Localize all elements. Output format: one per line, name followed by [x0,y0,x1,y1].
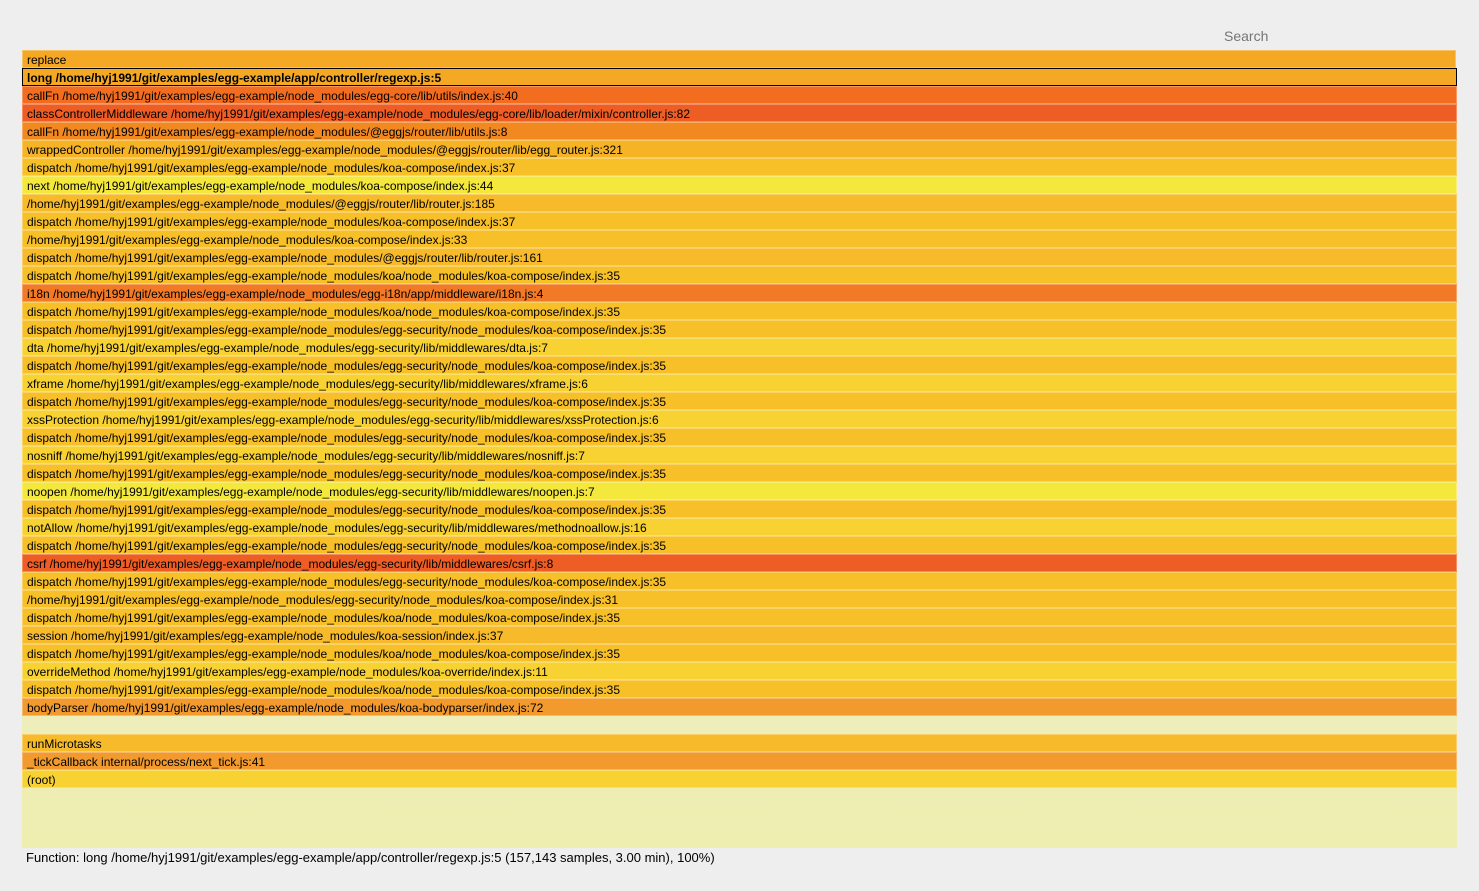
flame-frame[interactable]: /home/hyj1991/git/examples/egg-example/n… [22,194,1457,212]
flame-frame[interactable]: dispatch /home/hyj1991/git/examples/egg-… [22,500,1457,518]
flame-frame[interactable]: dispatch /home/hyj1991/git/examples/egg-… [22,320,1457,338]
flame-frame[interactable]: dispatch /home/hyj1991/git/examples/egg-… [22,608,1457,626]
flame-frame[interactable]: callFn /home/hyj1991/git/examples/egg-ex… [22,86,1457,104]
flame-frame[interactable]: dispatch /home/hyj1991/git/examples/egg-… [22,680,1457,698]
flame-frame[interactable]: dispatch /home/hyj1991/git/examples/egg-… [22,266,1457,284]
flame-frame[interactable]: (root) [22,770,1457,788]
flame-frame[interactable]: wrappedController /home/hyj1991/git/exam… [22,140,1457,158]
flame-frame[interactable]: next /home/hyj1991/git/examples/egg-exam… [22,176,1457,194]
flame-frame[interactable]: dispatch /home/hyj1991/git/examples/egg-… [22,302,1457,320]
flame-frame[interactable]: dispatch /home/hyj1991/git/examples/egg-… [22,392,1457,410]
flame-frame[interactable]: dispatch /home/hyj1991/git/examples/egg-… [22,212,1457,230]
flame-frame[interactable]: classControllerMiddleware /home/hyj1991/… [22,104,1457,122]
flame-frame[interactable]: dispatch /home/hyj1991/git/examples/egg-… [22,158,1457,176]
flame-frame[interactable]: session /home/hyj1991/git/examples/egg-e… [22,626,1457,644]
flame-frame[interactable]: dispatch /home/hyj1991/git/examples/egg-… [22,572,1457,590]
flame-frame[interactable]: xframe /home/hyj1991/git/examples/egg-ex… [22,374,1457,392]
flame-frame[interactable]: xssProtection /home/hyj1991/git/examples… [22,410,1457,428]
flame-frame[interactable]: bodyParser /home/hyj1991/git/examples/eg… [22,698,1457,716]
flame-frame[interactable]: noopen /home/hyj1991/git/examples/egg-ex… [22,482,1457,500]
flame-frame[interactable]: /home/hyj1991/git/examples/egg-example/n… [22,590,1457,608]
flame-frame[interactable]: overrideMethod /home/hyj1991/git/example… [22,662,1457,680]
flame-frame[interactable]: dta /home/hyj1991/git/examples/egg-examp… [22,338,1457,356]
flame-frame[interactable]: dispatch /home/hyj1991/git/examples/egg-… [22,464,1457,482]
flame-gap [22,716,1457,734]
flame-frame[interactable]: dispatch /home/hyj1991/git/examples/egg-… [22,356,1457,374]
flame-frame[interactable]: dispatch /home/hyj1991/git/examples/egg-… [22,428,1457,446]
flame-frame[interactable]: i18n /home/hyj1991/git/examples/egg-exam… [22,284,1457,302]
flame-frame[interactable]: replace [22,50,1456,68]
flame-frame[interactable]: dispatch /home/hyj1991/git/examples/egg-… [22,644,1457,662]
flame-frame[interactable]: nosniff /home/hyj1991/git/examples/egg-e… [22,446,1457,464]
flame-frame[interactable]: notAllow /home/hyj1991/git/examples/egg-… [22,518,1457,536]
flamegraph-area: replacelong /home/hyj1991/git/examples/e… [22,50,1457,848]
flame-frame[interactable]: _tickCallback internal/process/next_tick… [22,752,1457,770]
flame-frame[interactable]: csrf /home/hyj1991/git/examples/egg-exam… [22,554,1457,572]
flame-frame[interactable]: /home/hyj1991/git/examples/egg-example/n… [22,230,1457,248]
flame-frame[interactable]: runMicrotasks [22,734,1457,752]
flame-frame[interactable]: dispatch /home/hyj1991/git/examples/egg-… [22,248,1457,266]
search-input[interactable] [1224,28,1324,44]
flame-frame[interactable]: callFn /home/hyj1991/git/examples/egg-ex… [22,122,1457,140]
flame-frame[interactable]: long /home/hyj1991/git/examples/egg-exam… [22,68,1457,86]
status-bar: Function: long /home/hyj1991/git/example… [22,846,1457,869]
flame-frame[interactable]: dispatch /home/hyj1991/git/examples/egg-… [22,536,1457,554]
